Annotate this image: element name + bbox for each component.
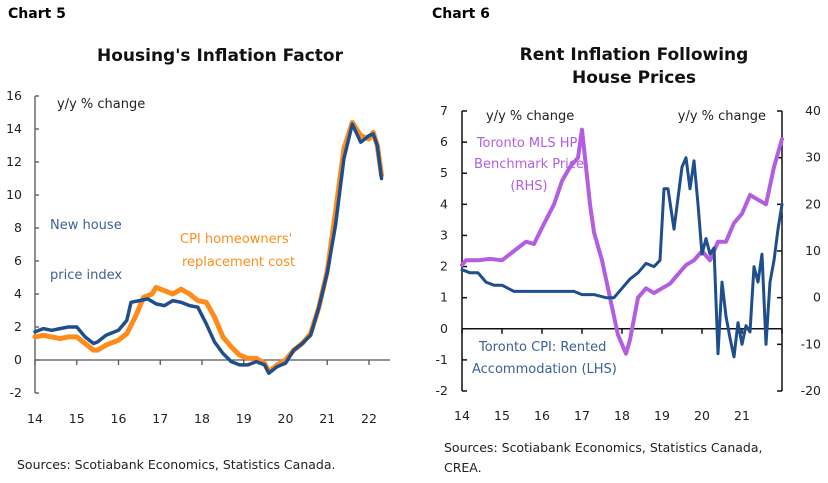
series-line <box>460 156 784 359</box>
series-line <box>32 119 384 375</box>
y-tick-label: 4 <box>14 286 22 301</box>
y-tick-label: 12 <box>6 154 22 169</box>
source-line: CREA. <box>444 460 482 475</box>
y-tick-label: 8 <box>14 220 22 235</box>
unit-label: y/y % change <box>57 97 145 112</box>
x-tick-label: 16 <box>111 411 127 426</box>
chart-title-line: House Prices <box>572 68 696 88</box>
annotation-cpi: Accommodation (LHS) <box>472 362 617 377</box>
y-tick-label: 10 <box>6 187 22 202</box>
x-tick-label: 15 <box>69 411 85 426</box>
y-tick-label-left: 3 <box>440 227 448 242</box>
chart-source: Sources: Scotiabank Economics, Statistic… <box>444 438 824 478</box>
chart-5-plot: -2 0 2 4 6 8 10 12 14 16 14 15 16 17 18 19 20 21 22 y/y % c… <box>6 88 390 426</box>
chart-source: Sources: Scotiabank Economics, Statistic… <box>17 457 336 472</box>
y-tick-label: -2 <box>10 385 22 400</box>
x-tick-label: 17 <box>152 411 168 426</box>
y-tick-label-left: 2 <box>440 259 448 274</box>
x-tick-label: 21 <box>319 411 335 426</box>
chart-title-line: Rent Inflation Following <box>519 45 749 65</box>
y-tick-label-left: -1 <box>436 352 448 367</box>
chart-title: Rent Inflation Following House Prices <box>444 44 824 90</box>
annotation-cpi: Toronto CPI: Rented <box>478 340 606 355</box>
y-tick-label-right: 40 <box>805 103 821 118</box>
annotation-mls: Toronto MLS HPI <box>476 136 581 151</box>
annotation-new-house: New house <box>50 218 122 233</box>
annotation-cpi: replacement cost <box>182 255 295 270</box>
x-tick-label: 14 <box>454 408 470 423</box>
x-tick-label: 19 <box>654 408 670 423</box>
y-tick-label-left: 1 <box>440 290 448 305</box>
x-tick-label: 14 <box>27 411 43 426</box>
source-line: Sources: Scotiabank Economics, Statistic… <box>444 440 763 455</box>
annotation-mls: Benchmark Price <box>474 157 584 172</box>
y-tick-label: 0 <box>14 352 22 367</box>
y-tick-label-right: -20 <box>801 383 821 398</box>
chart-label: Chart 5 <box>8 6 66 22</box>
x-tick-label: 18 <box>194 411 210 426</box>
y-tick-label-left: 5 <box>440 165 448 180</box>
chart-5-panel: Chart 5 Housing's Inflation Factor -2 0 2 4… <box>6 6 390 472</box>
y-tick-label-left: -2 <box>436 383 448 398</box>
unit-label-right: y/y % change <box>678 109 766 124</box>
y-tick-label: 16 <box>6 88 22 103</box>
y-tick-label: 14 <box>6 121 22 136</box>
x-tick-label: 16 <box>534 408 550 423</box>
x-tick-label: 20 <box>278 411 294 426</box>
y-tick-label-left: 4 <box>440 196 448 211</box>
x-tick-label: 17 <box>574 408 590 423</box>
y-tick-label: 6 <box>14 253 22 268</box>
chart-6-panel: Chart 6 Rent Inflation Following House P… <box>414 0 828 483</box>
chart-label: Chart 6 <box>432 6 490 22</box>
y-tick-label: 2 <box>14 319 22 334</box>
x-tick-label: 20 <box>694 408 710 423</box>
y-tick-label-left: 6 <box>440 134 448 149</box>
annotation-mls: (RHS) <box>510 179 547 194</box>
y-tick-label-right: 0 <box>813 290 821 305</box>
x-tick-label: 21 <box>734 408 750 423</box>
y-tick-label-right: -10 <box>801 336 821 351</box>
y-tick-label-left: 7 <box>440 103 448 118</box>
y-tick-label-left: 0 <box>440 321 448 336</box>
annotation-new-house: price index <box>50 268 122 283</box>
y-tick-label-right: 30 <box>805 150 821 165</box>
x-tick-label: 22 <box>361 411 377 426</box>
unit-label-left: y/y % change <box>486 109 574 124</box>
series-line <box>460 127 784 356</box>
y-tick-label-right: 10 <box>805 243 821 258</box>
y-tick-label-right: 20 <box>805 196 821 211</box>
annotation-cpi: CPI homeowners' <box>180 232 292 247</box>
x-tick-label: 18 <box>614 408 630 423</box>
x-tick-label: 15 <box>494 408 510 423</box>
chart-title: Housing's Inflation Factor <box>97 46 343 66</box>
series-line <box>33 122 384 375</box>
x-tick-label: 19 <box>236 411 252 426</box>
